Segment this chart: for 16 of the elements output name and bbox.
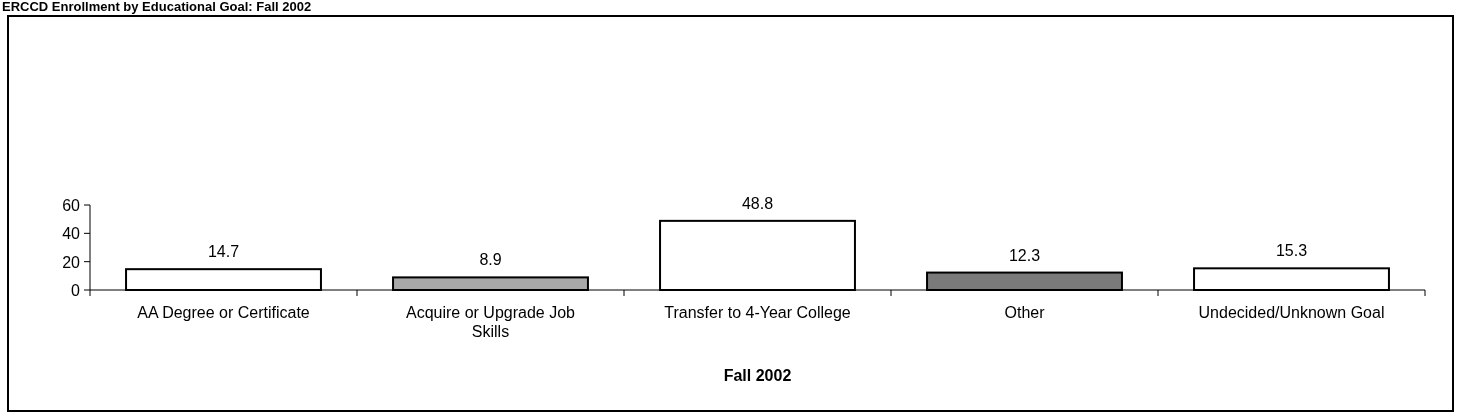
- data-label: 12.3: [1008, 246, 1041, 264]
- data-label: 8.9: [479, 251, 502, 269]
- x-tick-label: Transfer to 4-Year College: [664, 304, 851, 321]
- x-tick-label: Acquire or Upgrade Job Skills: [406, 304, 576, 340]
- chart-title: ERCCD Enrollment by Educational Goal: Fall 2002: [2, 0, 312, 14]
- data-label: 48.8: [741, 194, 774, 212]
- x-tick-label: Undecided/Unknown Goal: [1198, 304, 1385, 321]
- x-tick-label: AA Degree or Certificate: [137, 304, 310, 321]
- y-tick-label: 60: [62, 197, 81, 214]
- y-tick-label: 40: [62, 225, 81, 243]
- y-tick-label: 0: [71, 282, 81, 299]
- x-axis-title: Fall 2002: [723, 367, 792, 384]
- y-tick-label: 20: [62, 253, 81, 271]
- x-tick-label: Other: [1004, 304, 1046, 321]
- data-label: 14.7: [207, 243, 240, 261]
- data-label: 15.3: [1275, 242, 1308, 260]
